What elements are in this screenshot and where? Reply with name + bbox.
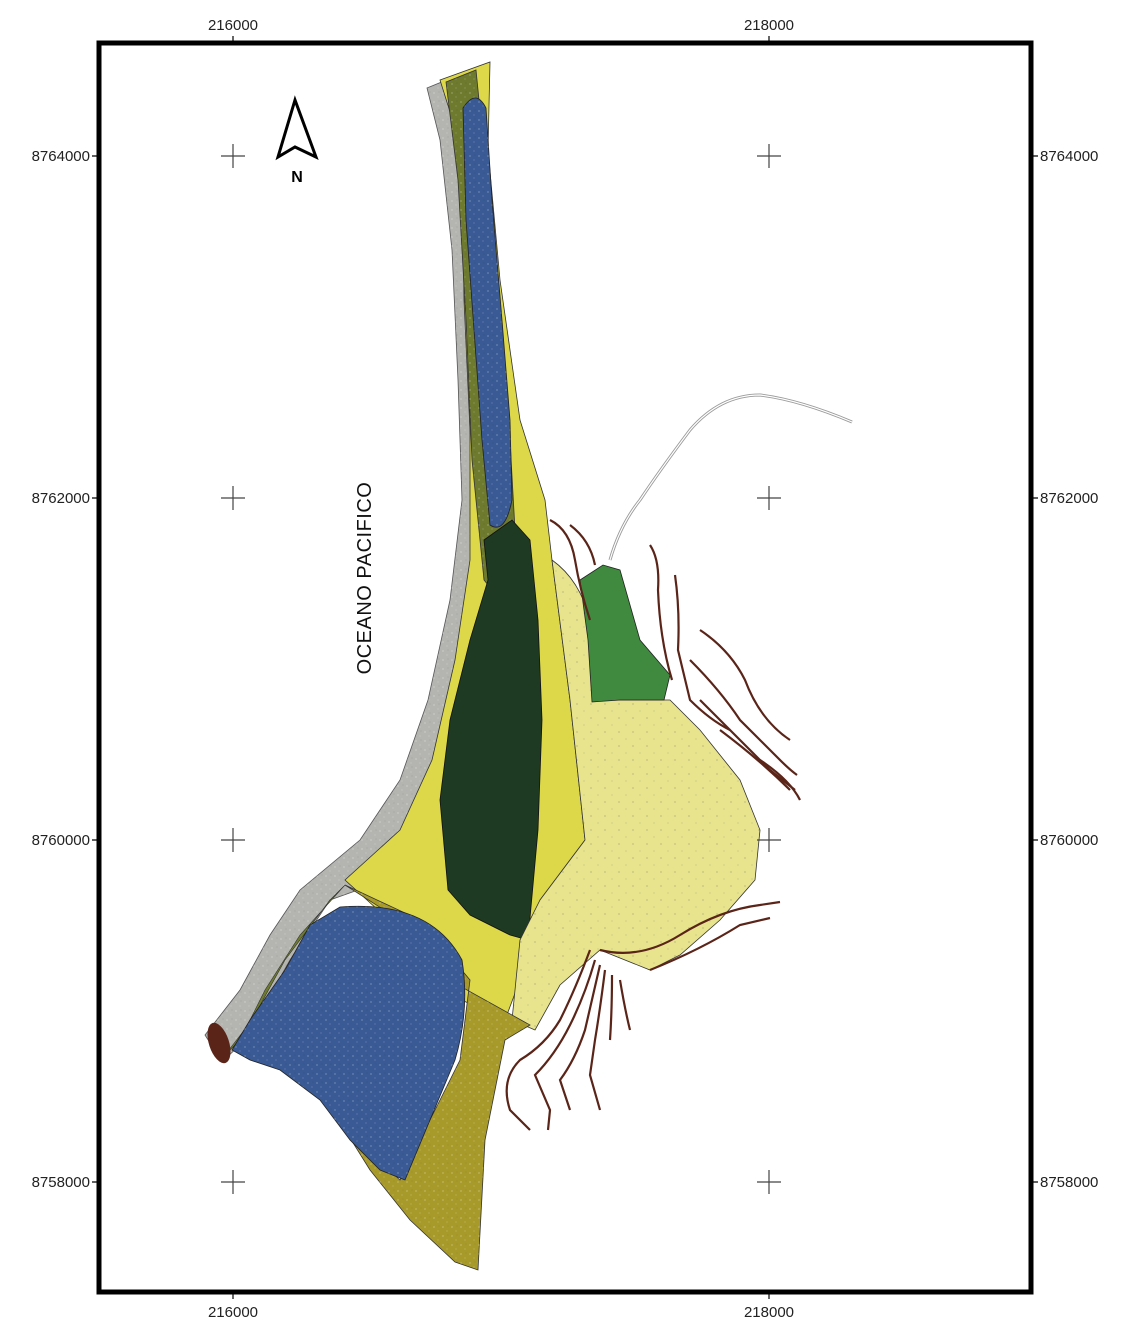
- y-tick-left-4: 8758000: [32, 1174, 90, 1191]
- north-arrow-icon: [275, 95, 319, 161]
- north-label: N: [291, 169, 303, 186]
- y-tick-right-1: 8764000: [1040, 148, 1098, 165]
- medium-green-unit: [579, 564, 671, 703]
- y-tick-right-3: 8760000: [1040, 832, 1098, 849]
- frame-ticks: [92, 36, 1038, 1299]
- y-tick-left-1: 8764000: [32, 148, 90, 165]
- y-tick-left-3: 8760000: [32, 832, 90, 849]
- x-tick-bottom-2: 218000: [744, 1304, 794, 1321]
- islet: [207, 1022, 231, 1064]
- x-tick-top-1: 216000: [208, 17, 258, 34]
- north-arrow: N: [275, 95, 319, 186]
- dark-green-unit: [439, 519, 543, 941]
- ocean-label: OCEANO PACIFICO: [354, 482, 376, 675]
- x-tick-top-2: 218000: [744, 17, 794, 34]
- x-tick-bottom-1: 216000: [208, 1304, 258, 1321]
- y-tick-right-4: 8758000: [1040, 1174, 1098, 1191]
- y-tick-left-2: 8762000: [32, 490, 90, 507]
- y-tick-right-2: 8762000: [1040, 490, 1098, 507]
- grid-crosses: [221, 144, 781, 1194]
- contour-lines: [505, 519, 801, 1131]
